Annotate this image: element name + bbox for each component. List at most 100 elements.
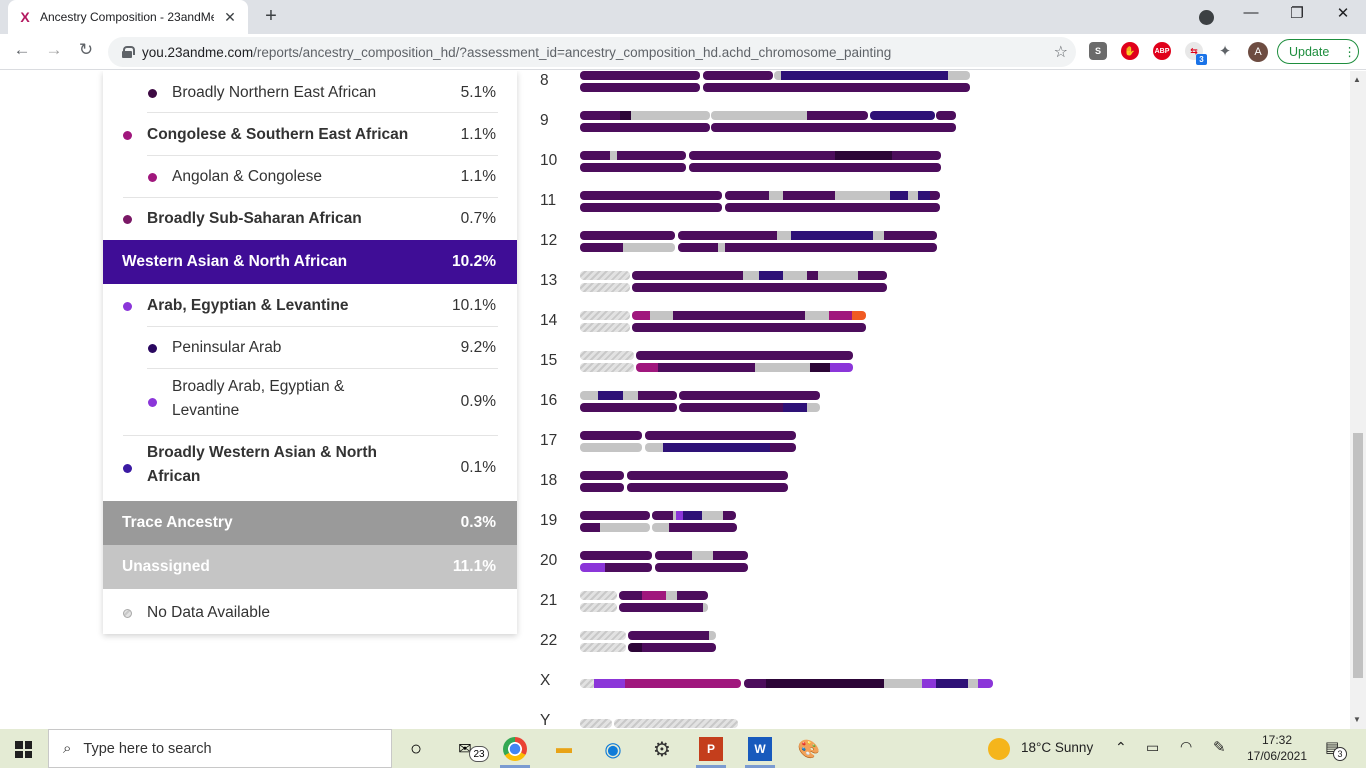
chromosome-segment[interactable] <box>829 311 852 320</box>
chromosome-segment[interactable] <box>580 71 700 80</box>
chromosome-segment[interactable] <box>580 719 612 728</box>
chromosome-segment[interactable] <box>918 191 930 200</box>
chromosome-segment[interactable] <box>580 203 722 212</box>
chromosome-segment[interactable] <box>632 323 866 332</box>
chromosome-segment[interactable] <box>755 363 810 372</box>
chromosome-segment[interactable] <box>580 351 634 360</box>
taskbar-search-input[interactable]: ⌕ Type here to search <box>48 729 392 768</box>
scroll-down-icon[interactable]: ▼ <box>1353 715 1361 724</box>
chromosome-segment[interactable] <box>791 231 873 240</box>
chromosome-segment[interactable] <box>580 591 617 600</box>
battery-icon[interactable]: ▭ <box>1146 739 1160 755</box>
chromosome-segment[interactable] <box>638 391 677 400</box>
chromosome-segment[interactable] <box>617 151 686 160</box>
chromosome-segment[interactable] <box>725 203 940 212</box>
chromosome-segment[interactable] <box>625 679 741 688</box>
chromosome-segment[interactable] <box>652 523 669 532</box>
chromosome-segment[interactable] <box>835 151 892 160</box>
chromosome-segment[interactable] <box>632 311 650 320</box>
chromosome-segment[interactable] <box>679 403 783 412</box>
scroll-up-icon[interactable]: ▲ <box>1353 75 1361 84</box>
address-bar[interactable]: you.23andme.com/reports/ancestry_composi… <box>108 37 1076 67</box>
chromosome-segment[interactable] <box>580 363 634 372</box>
chromosome-segment[interactable] <box>580 391 598 400</box>
chromosome-segment[interactable] <box>655 551 692 560</box>
weather-text[interactable]: 18°C Sunny <box>1021 740 1094 755</box>
chromosome-segment[interactable] <box>663 443 770 452</box>
extensions-puzzle-icon[interactable]: ✦ <box>1218 43 1232 60</box>
chromosome-segment[interactable] <box>777 231 791 240</box>
chromosome-segment[interactable] <box>689 151 835 160</box>
chromosome-segment[interactable] <box>636 363 658 372</box>
chromosome-segment[interactable] <box>818 271 858 280</box>
minimize-icon[interactable]: — <box>1243 4 1259 21</box>
chromosome-segment[interactable] <box>580 551 652 560</box>
chromosome-segment[interactable] <box>884 679 922 688</box>
chromosome-segment[interactable] <box>711 123 956 132</box>
chromosome-segment[interactable] <box>678 231 777 240</box>
chromosome-segment[interactable] <box>628 631 709 640</box>
chromosome-segment[interactable] <box>623 243 675 252</box>
chromosome-segment[interactable] <box>655 563 748 572</box>
chromosome-segment[interactable] <box>678 243 718 252</box>
chromosome-segment[interactable] <box>870 111 935 120</box>
chromosome-segment[interactable] <box>580 271 630 280</box>
file-explorer-icon[interactable]: ▬ <box>556 740 572 757</box>
chromosome-segment[interactable] <box>580 523 600 532</box>
weather-sun-icon[interactable] <box>988 738 1010 760</box>
avatar[interactable]: A <box>1248 42 1268 62</box>
chromosome-segment[interactable] <box>642 643 716 652</box>
close-tab-icon[interactable]: ✕ <box>224 8 236 25</box>
chromosome-segment[interactable] <box>713 551 748 560</box>
chromosome-segment[interactable] <box>636 351 853 360</box>
vertical-scrollbar[interactable]: ▲ ▼ <box>1350 71 1366 729</box>
chromosome-segment[interactable] <box>642 591 666 600</box>
chromosome-segment[interactable] <box>600 523 603 532</box>
tab-search-icon[interactable] <box>1199 10 1214 25</box>
chromosome-segment[interactable] <box>631 111 710 120</box>
chromosome-segment[interactable] <box>709 631 716 640</box>
forward-icon[interactable]: → <box>45 40 63 59</box>
chromosome-segment[interactable] <box>936 679 968 688</box>
chromosome-segment[interactable] <box>658 363 755 372</box>
chromosome-segment[interactable] <box>580 163 686 172</box>
ancestry-group-header[interactable]: Western Asian & North African 10.2% <box>103 240 517 284</box>
chromosome-segment[interactable] <box>783 403 807 412</box>
browser-tab[interactable]: X Ancestry Composition - 23andMe ✕ <box>8 0 248 34</box>
chromosome-segment[interactable] <box>852 311 866 320</box>
chromosome-segment[interactable] <box>805 311 829 320</box>
chromosome-segment[interactable] <box>580 123 710 132</box>
chromosome-segment[interactable] <box>673 311 805 320</box>
scrollbar-thumb[interactable] <box>1353 433 1363 678</box>
chrome-icon[interactable] <box>503 737 527 761</box>
chromosome-segment[interactable] <box>783 271 807 280</box>
abp-extension-icon[interactable]: ABP <box>1153 42 1171 60</box>
ancestry-row[interactable]: Broadly Western Asian & North African 0.… <box>103 443 517 493</box>
clock[interactable]: 17:32 17/06/2021 <box>1244 732 1310 764</box>
back-icon[interactable]: ← <box>13 40 31 59</box>
ancestry-row[interactable]: Congolese & Southern East African 1.1% <box>103 121 517 149</box>
more-menu-icon[interactable]: ⋮ <box>1343 45 1356 59</box>
chromosome-segment[interactable] <box>580 151 610 160</box>
chromosome-segment[interactable] <box>807 403 820 412</box>
update-button[interactable]: Update ⋮ <box>1277 39 1359 64</box>
paint-icon[interactable]: 🎨 <box>797 738 821 759</box>
chromosome-segment[interactable] <box>580 111 620 120</box>
chromosome-segment[interactable] <box>580 471 624 480</box>
chromosome-segment[interactable] <box>605 563 652 572</box>
url-text[interactable]: you.23andme.com/reports/ancestry_composi… <box>142 45 891 60</box>
powerpoint-icon[interactable]: P <box>699 737 723 761</box>
chromosome-segment[interactable] <box>580 603 617 612</box>
ancestry-row[interactable]: Broadly Northern East African 5.1% <box>103 79 517 107</box>
chromosome-segment[interactable] <box>743 271 759 280</box>
chromosome-segment[interactable] <box>835 191 890 200</box>
chromosome-segment[interactable] <box>936 111 956 120</box>
chromosome-segment[interactable] <box>830 363 853 372</box>
new-tab-button[interactable]: + <box>265 5 277 27</box>
chromosome-segment[interactable] <box>580 83 700 92</box>
ancestry-row[interactable]: Broadly Sub-Saharan African 0.7% <box>103 205 517 233</box>
chromosome-segment[interactable] <box>679 391 820 400</box>
chromosome-segment[interactable] <box>580 483 624 492</box>
chromosome-segment[interactable] <box>723 511 736 520</box>
skype-extension-icon[interactable]: S <box>1089 42 1107 60</box>
